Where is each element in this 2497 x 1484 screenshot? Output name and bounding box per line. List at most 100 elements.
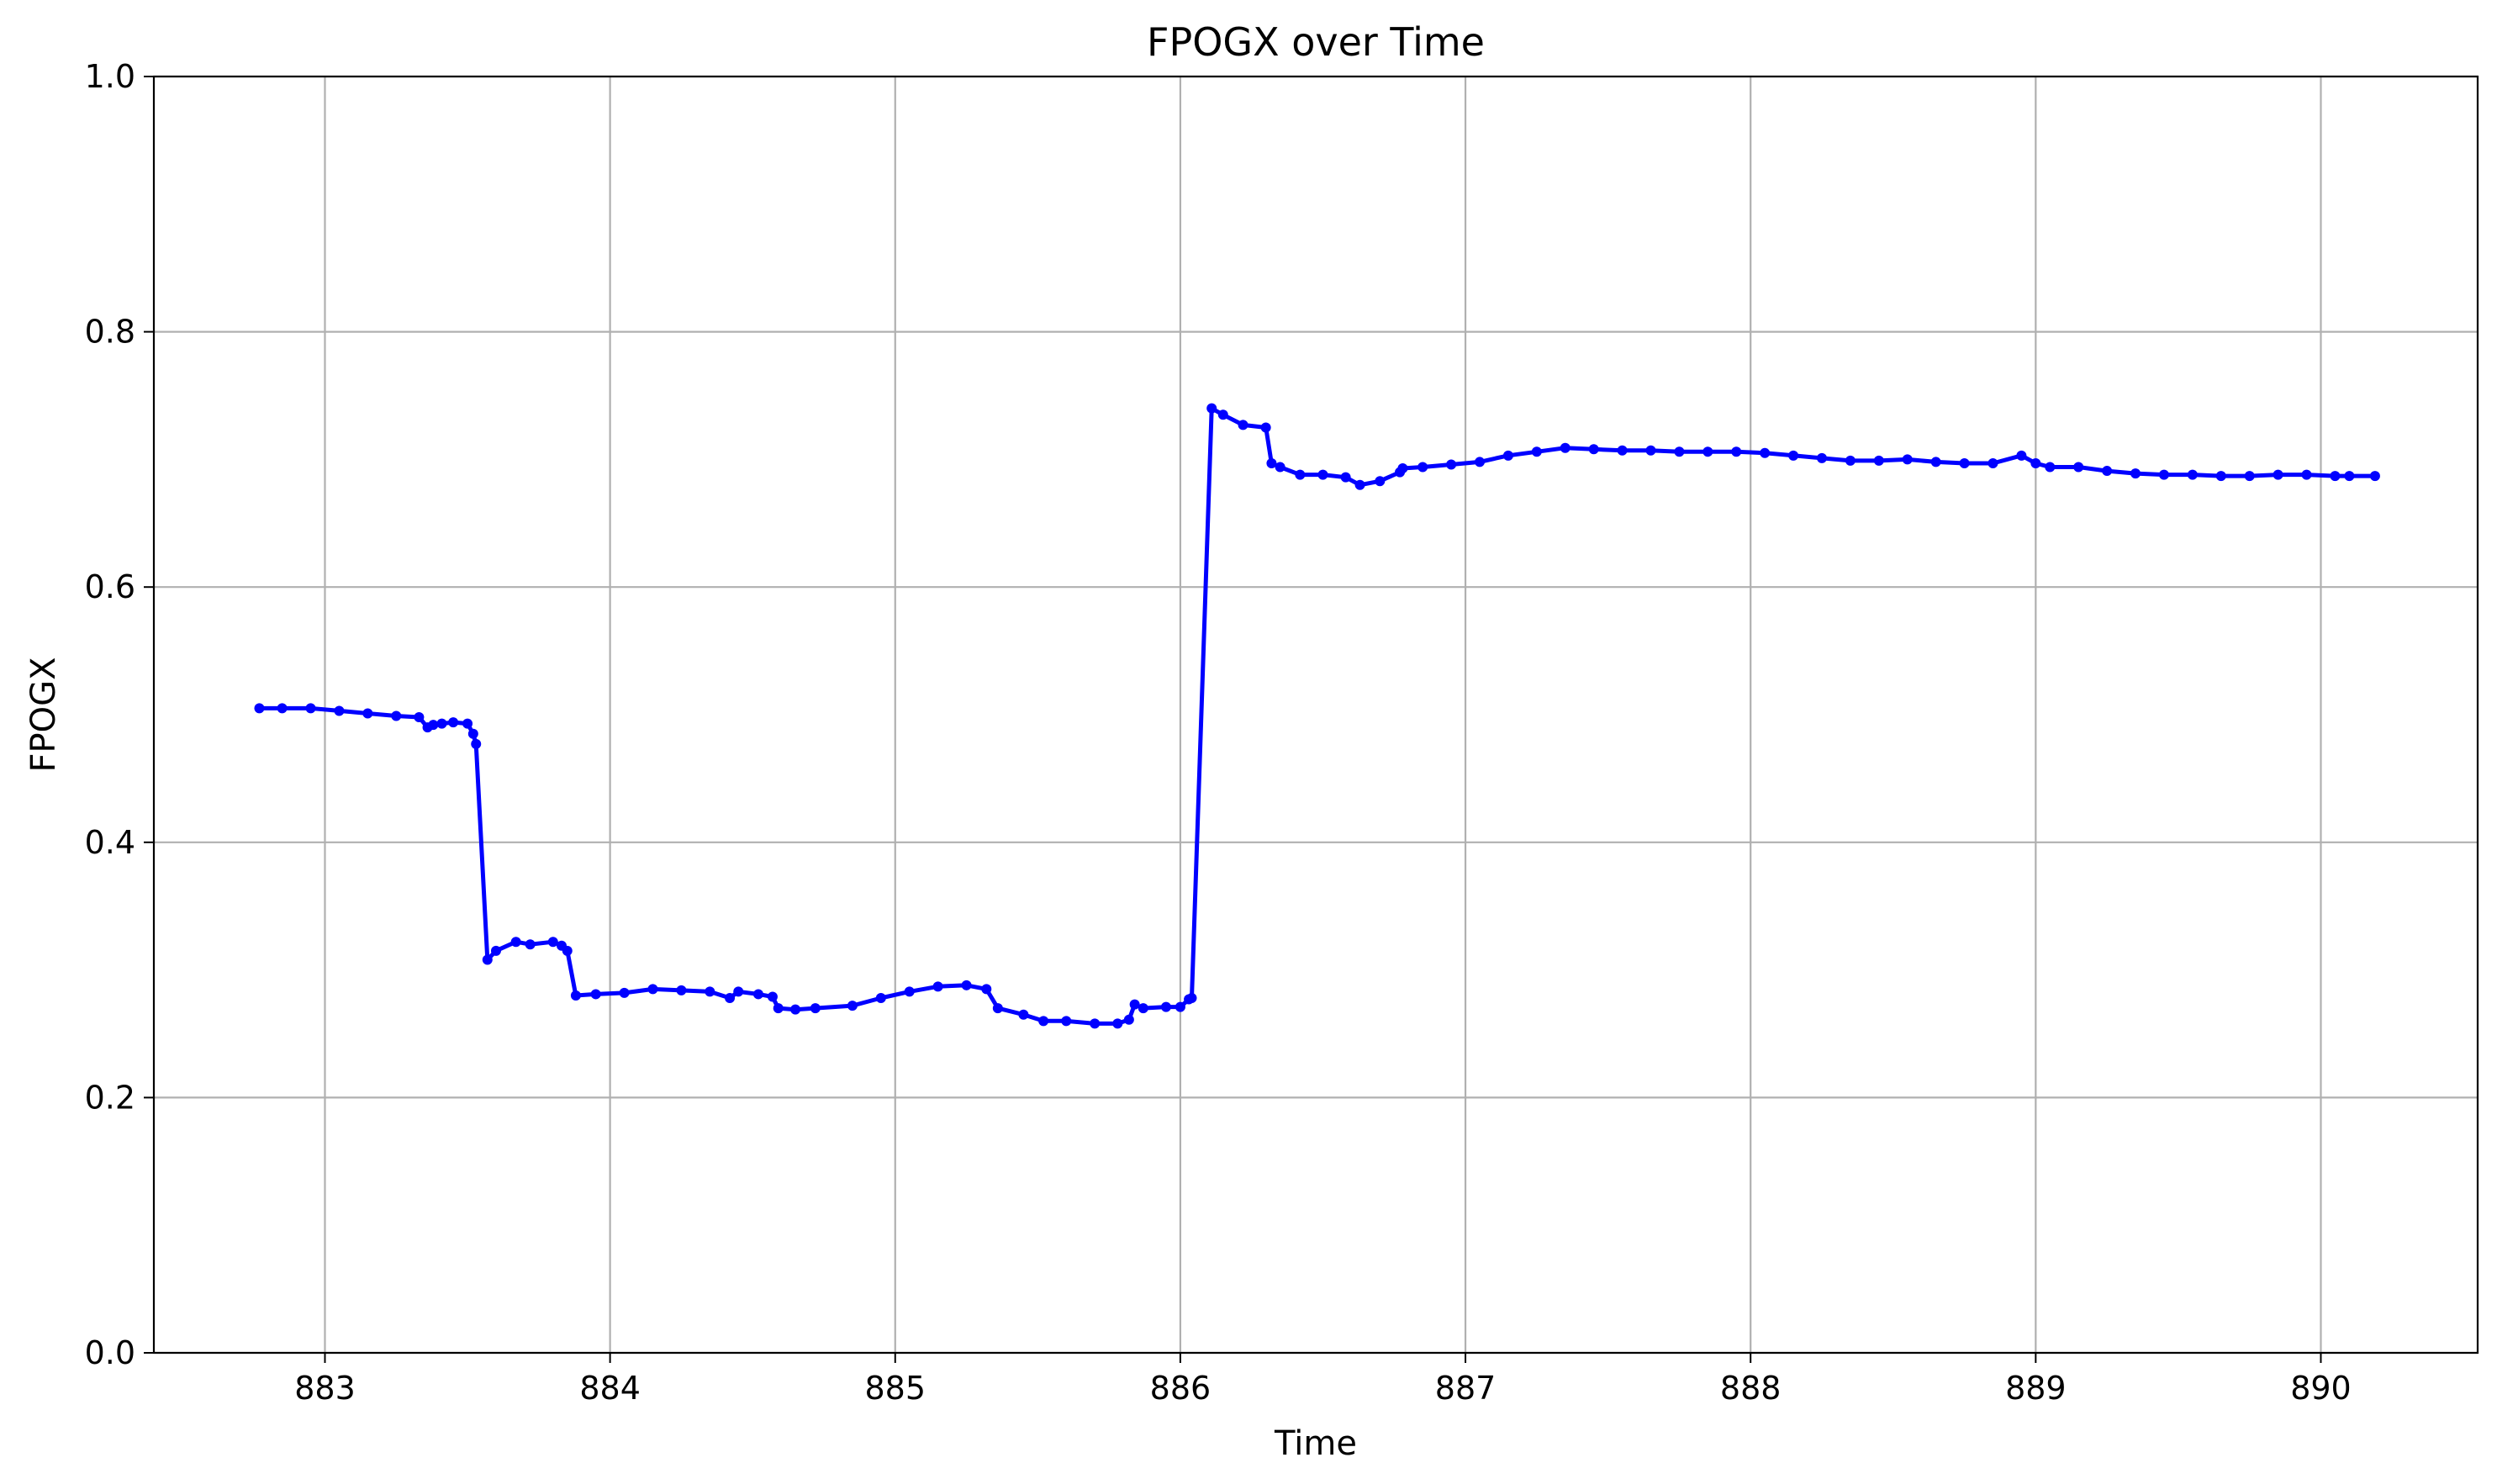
data-point	[1475, 457, 1486, 467]
data-point	[752, 989, 763, 1000]
x-tick-label: 884	[579, 1370, 641, 1407]
data-point	[1930, 457, 1941, 467]
data-point	[2158, 469, 2169, 480]
tick-marks	[144, 76, 2322, 1363]
data-point	[647, 984, 658, 995]
data-point	[992, 1003, 1003, 1014]
data-point	[1674, 446, 1685, 457]
data-point	[1760, 447, 1771, 458]
data-point	[961, 980, 972, 990]
data-point	[467, 728, 478, 739]
data-point	[705, 986, 715, 997]
data-point	[875, 992, 886, 1003]
tick-labels: 883 884 885 886 887 888 889 890 0.0 0.2 0.4 0.6 0.8 1…	[85, 58, 2352, 1407]
x-tick-label: 885	[865, 1370, 926, 1407]
data-point	[1873, 455, 1884, 466]
data-point	[1061, 1016, 1072, 1027]
chart-title: FPOGX over Time	[1147, 19, 1485, 65]
data-point	[619, 987, 630, 998]
data-point	[773, 1003, 784, 1014]
data-point	[436, 718, 447, 729]
data-point	[362, 708, 373, 719]
data-point	[1238, 420, 1248, 430]
data-point	[847, 1001, 858, 1011]
data-point	[904, 986, 915, 997]
data-point	[1175, 1001, 1185, 1012]
data-point	[1206, 403, 1217, 414]
data-point	[810, 1003, 821, 1014]
data-point	[1902, 454, 1913, 465]
x-tick-label: 887	[1435, 1370, 1497, 1407]
data-point	[471, 738, 482, 749]
data-point	[1038, 1016, 1049, 1027]
data-point	[277, 703, 288, 714]
series-line	[257, 406, 2378, 1026]
y-tick-label: 1.0	[85, 58, 135, 95]
data-point	[462, 718, 473, 729]
data-point	[1266, 457, 1277, 468]
data-point	[1295, 469, 1306, 480]
data-point	[1340, 472, 1351, 483]
data-point	[2030, 457, 2041, 468]
x-tick-label: 888	[1720, 1370, 1782, 1407]
x-tick-label: 890	[2290, 1370, 2352, 1407]
data-point	[1217, 409, 1228, 420]
y-tick-label: 0.8	[85, 314, 135, 351]
data-point	[2369, 471, 2380, 482]
series-layer	[254, 403, 2380, 1029]
data-point	[334, 705, 345, 716]
data-point	[1417, 462, 1428, 473]
grid-lines	[154, 75, 2478, 1355]
data-point	[1123, 1014, 1134, 1025]
data-point	[676, 985, 687, 995]
data-point	[1138, 1003, 1148, 1014]
data-point	[2130, 468, 2141, 479]
data-point	[1702, 446, 1713, 457]
data-point	[2102, 466, 2113, 477]
data-point	[2273, 469, 2283, 480]
data-point	[428, 720, 439, 731]
data-point	[2215, 471, 2226, 482]
data-point	[2344, 471, 2355, 482]
data-point	[1160, 1001, 1171, 1012]
data-point	[2244, 471, 2255, 482]
data-point	[482, 954, 493, 965]
data-point	[1617, 445, 1628, 456]
data-point	[570, 990, 581, 1001]
series-points	[254, 403, 2380, 1029]
data-point	[1731, 446, 1742, 457]
data-point	[1354, 479, 1365, 490]
data-point	[1988, 457, 1998, 468]
data-point	[1645, 445, 1656, 456]
data-point	[1317, 469, 1328, 480]
data-point	[2187, 469, 2198, 480]
data-point	[1090, 1018, 1101, 1029]
x-axis-label: Time	[1274, 1424, 1357, 1463]
data-point	[590, 989, 601, 1000]
data-point	[391, 710, 402, 721]
y-tick-label: 0.4	[85, 824, 135, 861]
y-tick-label: 0.2	[85, 1079, 135, 1116]
data-point	[2016, 450, 2027, 461]
data-point	[1186, 992, 1197, 1003]
data-point	[1446, 459, 1457, 470]
y-tick-label: 0.0	[85, 1334, 135, 1371]
data-point	[490, 945, 501, 956]
data-point	[1112, 1018, 1123, 1029]
data-point	[254, 703, 265, 714]
data-point	[1275, 462, 1285, 473]
plot-area-frame	[152, 75, 2479, 1355]
data-point	[1502, 450, 1513, 461]
x-tick-label: 889	[2005, 1370, 2067, 1407]
data-point	[1397, 463, 1408, 474]
data-point	[1560, 442, 1571, 453]
data-point	[2045, 462, 2056, 473]
data-point	[1531, 446, 1542, 457]
data-point	[525, 939, 536, 950]
data-point	[1018, 1009, 1029, 1020]
data-point	[1588, 444, 1599, 455]
y-tick-label: 0.6	[85, 568, 135, 605]
data-point	[1260, 422, 1271, 433]
y-axis-label: FPOGX	[24, 657, 63, 772]
